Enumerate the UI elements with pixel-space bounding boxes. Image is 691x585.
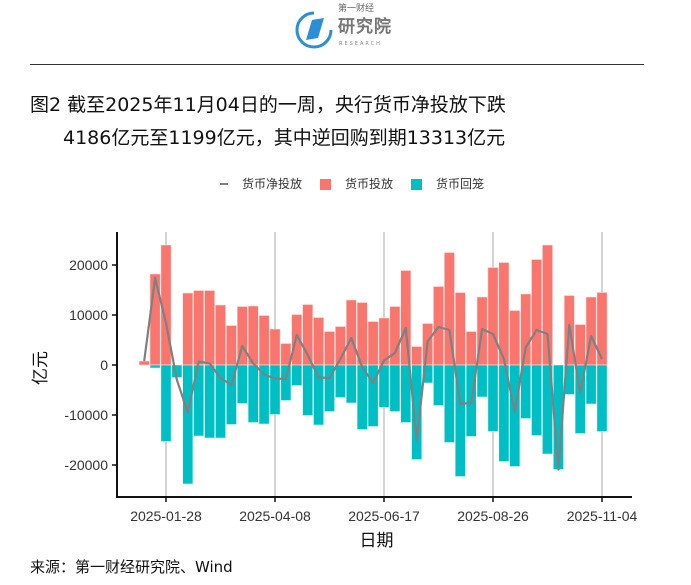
chart-title-line1: 图2 截至2025年11月04日的一周，央行货币净投放下跌: [30, 94, 506, 116]
x-tick-label: 2025-08-26: [457, 508, 529, 524]
legend-label-withdraw: 货币回笼: [436, 177, 485, 191]
source-note: 来源：第一财经研究院、Wind: [30, 558, 233, 576]
bar-inject: [465, 331, 477, 366]
bar-withdraw: [411, 364, 423, 460]
legend-withdraw-swatch-icon: [411, 178, 423, 190]
bar-withdraw: [182, 364, 194, 485]
bar-withdraw: [422, 364, 433, 384]
bar-inject: [520, 293, 532, 366]
bar-inject: [324, 331, 335, 366]
bar-withdraw: [160, 364, 172, 442]
bar-inject: [226, 325, 237, 366]
bar-withdraw: [236, 364, 248, 404]
bar-withdraw: [204, 364, 215, 439]
bar-withdraw: [487, 364, 499, 432]
bar-inject: [193, 290, 205, 366]
bar-withdraw: [574, 364, 586, 434]
bar-withdraw: [215, 364, 226, 439]
bar-withdraw: [443, 364, 455, 443]
logo: 第一财经 研究院 RESEARCH: [294, 4, 404, 54]
bar-withdraw: [247, 364, 259, 423]
x-axis-title: 日期: [360, 531, 394, 551]
bar-inject: [215, 304, 226, 366]
bar-inject: [258, 315, 270, 366]
legend: 货币净投放 货币投放 货币回笼: [220, 176, 502, 192]
x-tick-label: 2025-06-17: [348, 508, 420, 524]
y-tick-label: 0: [100, 357, 108, 373]
bar-withdraw: [367, 364, 379, 427]
bar-withdraw: [389, 364, 401, 412]
bar-withdraw: [400, 364, 412, 423]
bar-inject: [269, 328, 281, 366]
logo-text-top: 第一财经: [338, 4, 375, 14]
bar-withdraw: [269, 364, 281, 415]
legend-inject-swatch-icon: [320, 178, 332, 190]
x-tick-label: 2025-04-08: [239, 508, 311, 524]
y-tick-label: -20000: [64, 457, 108, 473]
logo-text-main: 研究院: [338, 17, 392, 37]
legend-label-net: 货币净投放: [242, 177, 303, 191]
bar-inject: [138, 360, 150, 366]
bar-withdraw: [226, 364, 237, 425]
bar-withdraw: [258, 364, 270, 425]
bar-inject: [509, 310, 521, 366]
bar-withdraw: [302, 364, 314, 416]
bar-inject: [204, 290, 215, 366]
bar-inject: [596, 292, 608, 366]
chart-title-line2: 4186亿元至1199亿元，其中逆回购到期13313亿元: [63, 127, 506, 149]
logo-mark-icon: [295, 11, 333, 49]
y-tick-label: 10000: [69, 307, 108, 323]
bar-inject: [367, 321, 379, 366]
bar-withdraw: [433, 364, 444, 406]
bar-inject: [411, 346, 423, 366]
bar-withdraw: [531, 364, 542, 436]
bar-withdraw: [378, 364, 390, 408]
bar-withdraw: [596, 364, 608, 432]
bar-withdraw: [356, 364, 368, 430]
bar-inject: [149, 273, 161, 366]
x-tick-label: 2025-01-28: [130, 508, 202, 524]
bar-withdraw: [324, 364, 335, 412]
bar-withdraw: [334, 364, 346, 398]
bar-inject: [531, 259, 542, 366]
bar-inject: [454, 292, 466, 366]
header-divider: [30, 64, 644, 65]
bar-withdraw: [476, 364, 488, 398]
bar-inject: [574, 324, 586, 366]
bar-withdraw: [280, 364, 292, 401]
bar-inject: [487, 267, 499, 366]
bar-inject: [433, 286, 444, 366]
legend-net-line-icon: [220, 183, 228, 185]
bar-withdraw: [345, 364, 357, 404]
bar-inject: [345, 299, 357, 366]
y-tick-label: 20000: [69, 257, 108, 273]
y-axis-title: 亿元: [31, 351, 51, 385]
bar-inject: [182, 292, 194, 366]
bar-withdraw: [454, 364, 466, 477]
bar-withdraw: [585, 364, 597, 405]
y-tick-label: -10000: [64, 407, 108, 423]
legend-label-inject: 货币投放: [345, 177, 394, 191]
bar-inject: [313, 317, 324, 366]
bar-inject: [400, 270, 412, 366]
bar-withdraw: [498, 364, 510, 462]
bar-withdraw: [313, 364, 324, 426]
x-tick-label: 2025-11-04: [567, 508, 638, 524]
logo-text-sub: RESEARCH: [339, 41, 382, 47]
bar-withdraw: [291, 364, 303, 386]
bar-withdraw: [520, 364, 532, 419]
bar-withdraw: [509, 364, 521, 467]
bar-withdraw: [149, 364, 161, 369]
